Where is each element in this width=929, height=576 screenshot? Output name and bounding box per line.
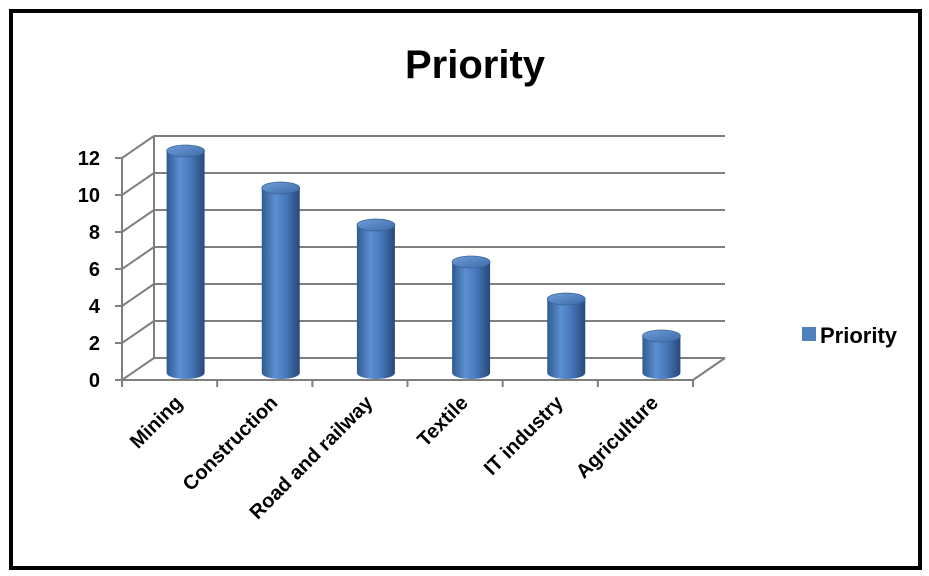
bar-body bbox=[166, 151, 205, 379]
chart-title: Priority bbox=[405, 43, 546, 87]
x-tick-label: Mining bbox=[126, 392, 187, 453]
bar-body bbox=[642, 336, 681, 379]
y-tick-label: 0 bbox=[89, 370, 100, 392]
bar-construction bbox=[261, 181, 301, 379]
bar-body bbox=[452, 262, 491, 379]
bar-textile bbox=[451, 255, 491, 379]
y-tick-label: 10 bbox=[78, 185, 100, 207]
y-tick-label: 2 bbox=[89, 333, 100, 355]
bar-body bbox=[261, 188, 300, 379]
bar-road-and-railway bbox=[356, 218, 396, 379]
gridline-side bbox=[121, 357, 155, 381]
bar-body bbox=[356, 225, 395, 379]
x-tick-label: Agriculture bbox=[572, 392, 663, 483]
bar-top bbox=[356, 218, 396, 232]
y-tick-label: 4 bbox=[89, 296, 101, 318]
y-tick-label: 8 bbox=[89, 222, 100, 244]
x-tick-label: Textile bbox=[413, 392, 472, 451]
y-tick-label: 12 bbox=[78, 148, 100, 170]
bar-top bbox=[642, 329, 681, 343]
floor-right-edge bbox=[692, 357, 726, 381]
gridline-side bbox=[121, 283, 155, 307]
axes-layer: 0 2 4 6 8 10 12 bbox=[78, 135, 726, 392]
legend-label: Priority bbox=[820, 323, 898, 348]
bar-it-industry bbox=[546, 292, 586, 379]
bar-top bbox=[451, 255, 491, 269]
bar-top bbox=[261, 181, 301, 195]
gridline-side bbox=[121, 209, 155, 233]
bar-top bbox=[546, 292, 586, 306]
bar-body bbox=[547, 299, 586, 379]
legend: Priority bbox=[802, 323, 898, 348]
gridline-side bbox=[121, 172, 155, 196]
x-tick-label: Construction bbox=[179, 392, 283, 496]
gridline-side bbox=[121, 135, 155, 159]
gridline-side bbox=[121, 246, 155, 270]
x-tick-label: IT industry bbox=[480, 391, 568, 479]
bar-top bbox=[166, 144, 205, 158]
bar-mining bbox=[166, 144, 205, 379]
bar-agriculture bbox=[642, 329, 681, 379]
bars-layer bbox=[166, 144, 681, 379]
legend-swatch bbox=[802, 327, 816, 341]
y-tick-label: 6 bbox=[89, 259, 100, 281]
gridline-side bbox=[121, 320, 155, 344]
